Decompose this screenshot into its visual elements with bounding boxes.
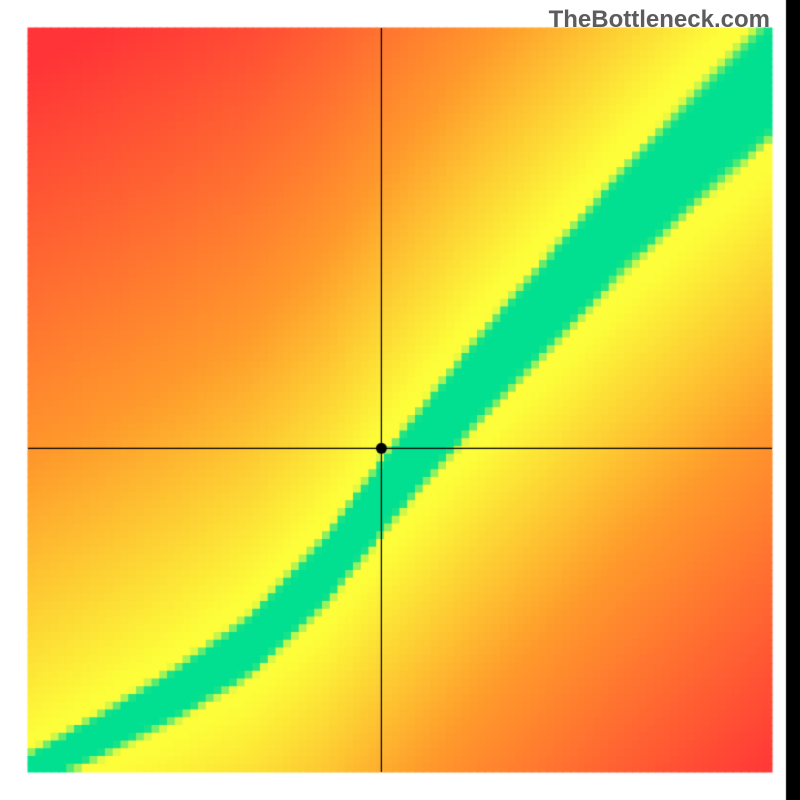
bottleneck-heatmap (0, 0, 800, 800)
chart-container: TheBottleneck.com (0, 0, 800, 800)
watermark-text: TheBottleneck.com (549, 6, 770, 34)
